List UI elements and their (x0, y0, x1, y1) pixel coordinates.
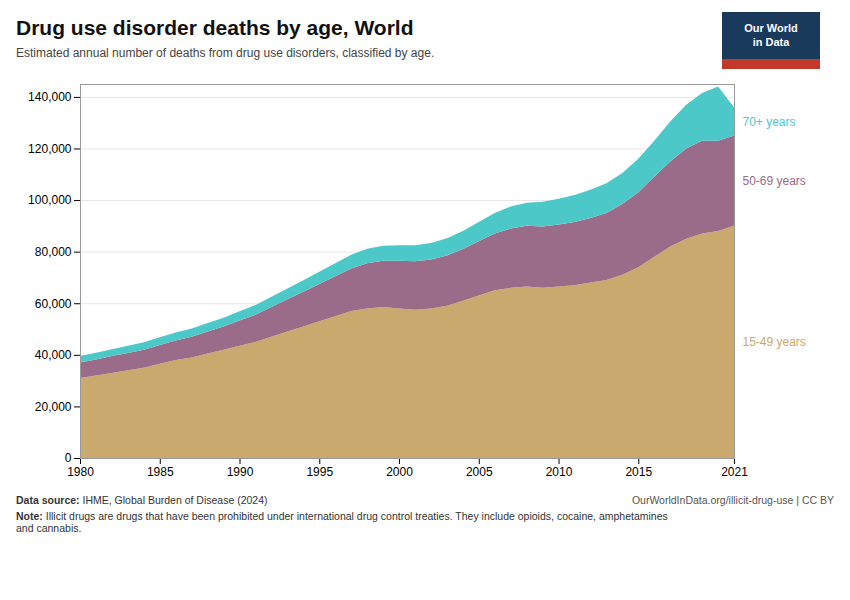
svg-text:2010: 2010 (546, 465, 573, 479)
html-text:in Data: in Data (752, 35, 790, 48)
svg-text:15-49 years: 15-49 years (743, 335, 806, 349)
html-text:Drug use disorder deaths by ag: Drug use disorder deaths by age, World (16, 16, 414, 39)
html-text:Estimated annual number of dea: Estimated annual number of deaths from d… (16, 46, 435, 60)
svg-text:2000: 2000 (386, 465, 413, 479)
html-text:OurWorldInData.org/illicit-dru: OurWorldInData.org/illicit-drug-use | CC… (631, 494, 834, 506)
html-text:Data source: IHME, Global Burd: Data source: IHME, Global Burden of Dise… (16, 494, 268, 506)
svg-text:2005: 2005 (466, 465, 493, 479)
svg-text:70+ years: 70+ years (743, 115, 796, 129)
svg-text:80,000: 80,000 (35, 245, 72, 259)
svg-text:1985: 1985 (147, 465, 174, 479)
svg-text:40,000: 40,000 (35, 348, 72, 362)
html-text:Our World: Our World (744, 22, 798, 35)
svg-text:140,000: 140,000 (28, 90, 72, 104)
svg-text:2015: 2015 (625, 465, 652, 479)
svg-text:20,000: 20,000 (35, 400, 72, 414)
svg-text:1980: 1980 (67, 465, 94, 479)
svg-text:120,000: 120,000 (28, 142, 72, 156)
svg-text:0: 0 (65, 451, 72, 465)
svg-text:50-69 years: 50-69 years (743, 174, 806, 188)
svg-text:1995: 1995 (306, 465, 333, 479)
svg-text:1990: 1990 (227, 465, 254, 479)
svg-text:100,000: 100,000 (28, 193, 72, 207)
svg-text:2021: 2021 (721, 465, 748, 479)
svg-text:60,000: 60,000 (35, 297, 72, 311)
html-text:Note: Illicit drugs are drugs: Note: Illicit drugs are drugs that have … (16, 510, 668, 534)
